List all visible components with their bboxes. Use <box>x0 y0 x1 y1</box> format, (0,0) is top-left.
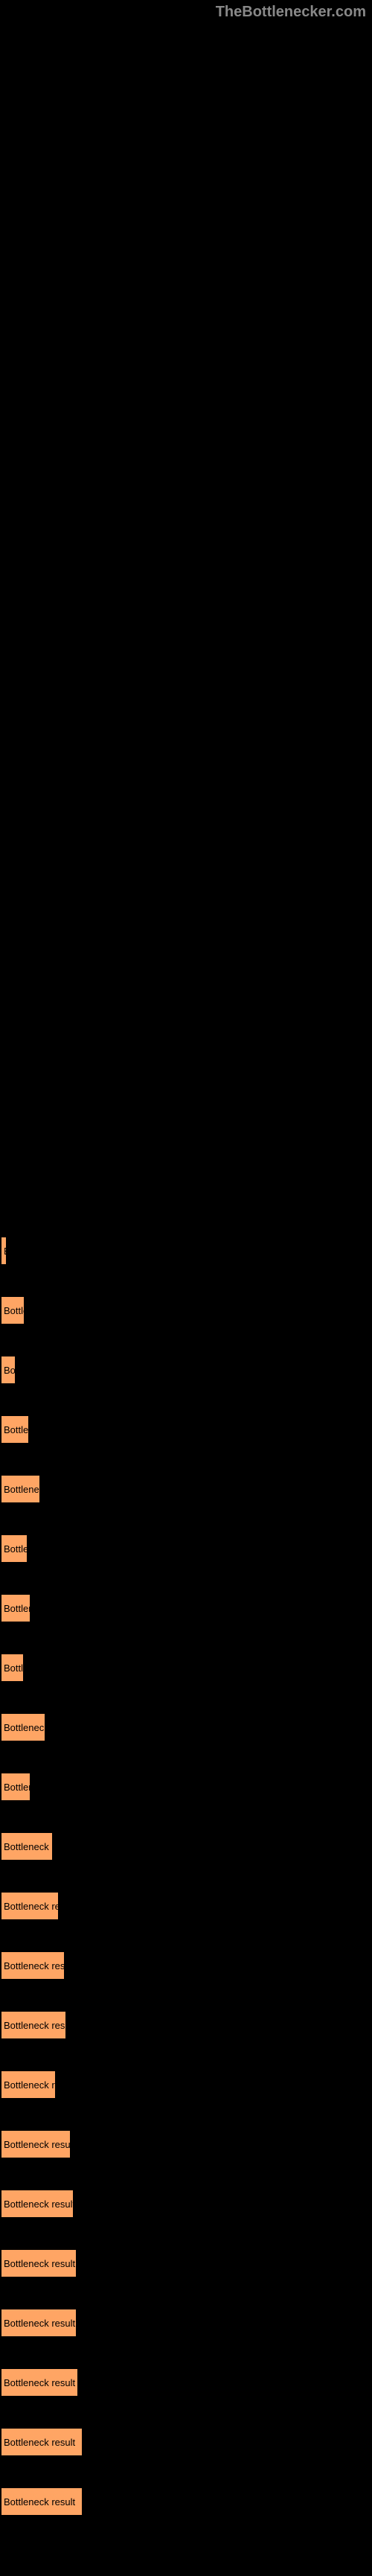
bar-row: Bottleneck resu <box>0 1831 54 1861</box>
bar: Bottleneck result <box>0 1951 65 1980</box>
bar: Bo <box>0 1355 16 1385</box>
bar-row: Bottlene <box>0 1772 31 1802</box>
bar: Bottleneck result <box>0 2427 83 2457</box>
bar-row: Bottleneck result <box>0 2189 74 2219</box>
bar: Bottle <box>0 1653 25 1683</box>
bar: Bottlenec <box>0 1593 31 1623</box>
bar: Bottleneck result <box>0 2487 83 2516</box>
bar-row: Bottleneck <box>0 1474 41 1504</box>
bar: Bottleneck result <box>0 2010 67 2040</box>
watermark-text: TheBottlenecker.com <box>216 4 366 21</box>
bar-row: Bottlenec <box>0 1593 31 1623</box>
bar-row: Bottleneck result <box>0 2248 77 2278</box>
bar-row: B <box>0 1236 7 1266</box>
bar-row: Bottlene <box>0 1415 30 1444</box>
bar: Bottleneck <box>0 1474 41 1504</box>
bar-row: Bottleneck result <box>0 2010 67 2040</box>
bar: Bottlene <box>0 1772 31 1802</box>
bar-row: Bottlen <box>0 1295 25 1325</box>
bar-row: Bottleneck result <box>0 1951 65 1980</box>
bar: Bottleneck result <box>0 2189 74 2219</box>
bar: Bottleneck result <box>0 2308 77 2338</box>
bar: Bottleneck result <box>0 2248 77 2278</box>
bar-row: Bottleneck result <box>0 2308 77 2338</box>
bar-row: Bottleneck result <box>0 2487 83 2516</box>
bar: Bottleneck resu <box>0 1831 54 1861</box>
bar: Bottleneck result <box>0 1891 60 1921</box>
bar: B <box>0 1236 7 1266</box>
bar: Bottleneck r <box>0 1712 46 1742</box>
bar: Bottleneck result <box>0 2129 71 2159</box>
bar-row: Bottlene <box>0 1534 28 1563</box>
bar-row: Bottleneck result <box>0 2427 83 2457</box>
bar: Bottlene <box>0 1415 30 1444</box>
bar-row: Bottleneck res <box>0 2070 57 2100</box>
bar-chart: B Bottlen Bo Bottlene Bottleneck Bottlene Bott… <box>0 1236 372 2546</box>
bar-row: Bo <box>0 1355 16 1385</box>
bar: Bottlene <box>0 1534 28 1563</box>
bar-row: Bottleneck result <box>0 2368 79 2397</box>
bar: Bottlen <box>0 1295 25 1325</box>
bar: Bottleneck result <box>0 2368 79 2397</box>
bar-row: Bottle <box>0 1653 25 1683</box>
bar-row: Bottleneck r <box>0 1712 46 1742</box>
bar-row: Bottleneck result <box>0 2129 71 2159</box>
bar: Bottleneck res <box>0 2070 57 2100</box>
bar-row: Bottleneck result <box>0 1891 60 1921</box>
